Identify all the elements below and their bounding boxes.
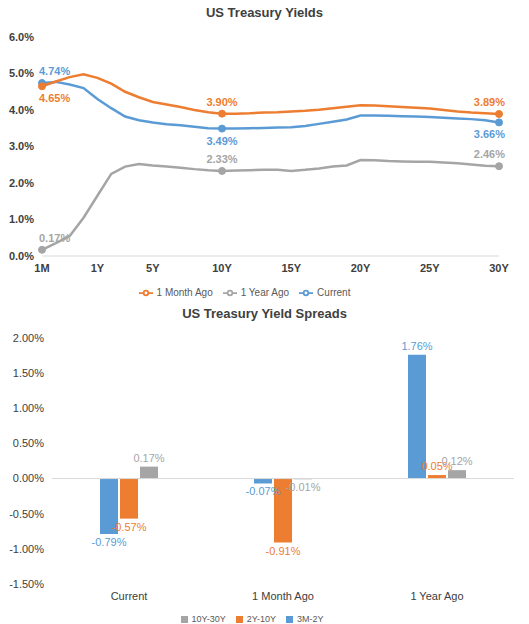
svg-text:1.76%: 1.76%: [401, 340, 432, 352]
svg-text:-0.91%: -0.91%: [266, 545, 301, 557]
svg-text:-0.01%: -0.01%: [286, 481, 321, 493]
svg-text:4.0%: 4.0%: [9, 104, 34, 116]
svg-text:6.0%: 6.0%: [9, 31, 34, 43]
svg-text:5Y: 5Y: [146, 262, 160, 274]
svg-text:2.33%: 2.33%: [206, 153, 237, 165]
svg-text:3.89%: 3.89%: [474, 96, 505, 108]
svg-text:0.50%: 0.50%: [13, 437, 44, 449]
html-text:US Treasury Yield Spreads: US Treasury Yield Spreads: [182, 306, 347, 321]
svg-text:2.00%: 2.00%: [13, 332, 44, 344]
html-text:1 Month Ago: 1 Month Ago: [156, 286, 213, 298]
svg-text:0.0%: 0.0%: [9, 250, 34, 262]
svg-text:-0.57%: -0.57%: [112, 521, 147, 533]
svg-text:2.46%: 2.46%: [474, 148, 505, 160]
html-text:Current: Current: [317, 286, 351, 298]
svg-text:10Y: 10Y: [212, 262, 232, 274]
svg-text:1 Month Ago: 1 Month Ago: [252, 590, 314, 602]
html-text:3M-2Y: 3M-2Y: [296, 614, 324, 624]
svg-text:3.49%: 3.49%: [206, 135, 237, 147]
svg-text:0.17%: 0.17%: [39, 232, 70, 244]
svg-text:4.74%: 4.74%: [39, 65, 70, 77]
svg-text:1 Year Ago: 1 Year Ago: [410, 590, 463, 602]
svg-text:1.50%: 1.50%: [13, 367, 44, 379]
html-text:10Y-30Y: 10Y-30Y: [191, 614, 226, 624]
svg-text:-1.50%: -1.50%: [9, 578, 44, 590]
svg-text:2.0%: 2.0%: [9, 177, 34, 189]
svg-text:0.00%: 0.00%: [13, 472, 44, 484]
svg-text:Current: Current: [111, 590, 148, 602]
svg-text:1.00%: 1.00%: [13, 402, 44, 414]
svg-text:1Y: 1Y: [91, 262, 105, 274]
svg-text:3.66%: 3.66%: [474, 128, 505, 140]
svg-text:-1.00%: -1.00%: [9, 543, 44, 555]
svg-text:1.0%: 1.0%: [9, 213, 34, 225]
svg-text:-0.79%: -0.79%: [92, 536, 127, 548]
html-text:2Y-10Y: 2Y-10Y: [246, 614, 276, 624]
svg-text:25Y: 25Y: [420, 262, 440, 274]
svg-text:0.12%: 0.12%: [441, 455, 472, 467]
html-text:US Treasury Yields: US Treasury Yields: [206, 5, 323, 20]
svg-text:5.0%: 5.0%: [9, 67, 34, 79]
svg-text:-0.07%: -0.07%: [246, 485, 281, 497]
html-text:1 Year Ago: 1 Year Ago: [240, 286, 290, 298]
svg-text:1M: 1M: [34, 262, 49, 274]
svg-text:3.0%: 3.0%: [9, 140, 34, 152]
svg-text:4.65%: 4.65%: [39, 92, 70, 104]
svg-text:30Y: 30Y: [489, 262, 509, 274]
svg-text:20Y: 20Y: [351, 262, 371, 274]
svg-text:3.90%: 3.90%: [206, 96, 237, 108]
svg-text:-0.50%: -0.50%: [9, 508, 44, 520]
svg-text:0.17%: 0.17%: [133, 452, 164, 464]
svg-text:15Y: 15Y: [281, 262, 301, 274]
svg-text:0.05%: 0.05%: [421, 460, 453, 473]
